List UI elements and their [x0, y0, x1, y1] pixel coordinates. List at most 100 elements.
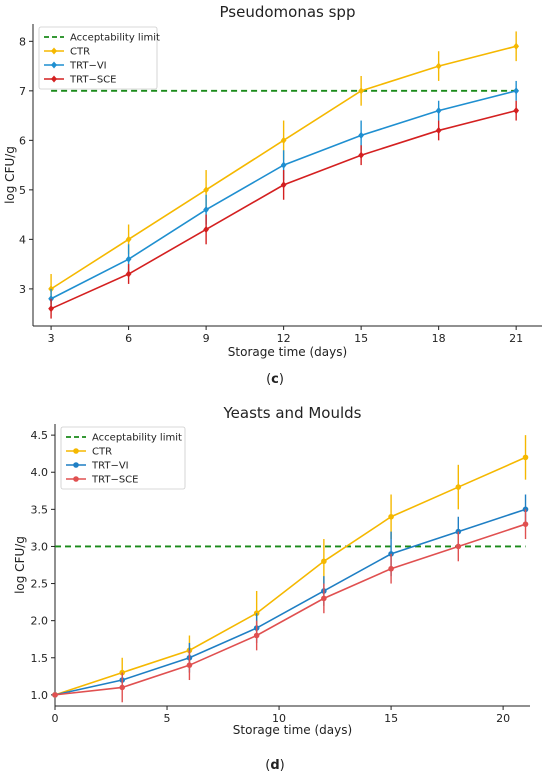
data-point	[321, 558, 327, 565]
y-axis-label: log CFU/g	[3, 146, 17, 204]
y-tick-label: 3	[19, 283, 26, 296]
legend-marker	[51, 75, 57, 83]
data-point	[358, 131, 365, 139]
data-point	[513, 42, 520, 50]
x-tick-label: 15	[354, 332, 368, 345]
x-tick-label: 12	[277, 332, 291, 345]
data-point	[513, 87, 520, 95]
y-tick-label: 1.5	[31, 652, 49, 665]
series-2	[52, 509, 529, 703]
x-tick-label: 20	[496, 712, 510, 725]
data-point	[119, 684, 126, 691]
y-tick-label: 6	[19, 134, 26, 147]
legend-label: CTR	[70, 47, 90, 58]
x-tick-label: 15	[384, 712, 398, 725]
series-0	[48, 31, 520, 304]
data-point	[280, 136, 287, 144]
x-tick-label: 21	[509, 332, 523, 345]
x-tick-label: 0	[52, 712, 59, 725]
x-tick-label: 18	[432, 332, 446, 345]
legend-label: Acceptability limit	[70, 33, 160, 44]
legend-box	[60, 426, 186, 490]
y-tick-label: 7	[19, 85, 26, 98]
x-tick-label: 5	[164, 712, 171, 725]
data-point	[48, 285, 54, 293]
y-tick-label: 4	[19, 233, 26, 246]
x-tick-label: 9	[203, 332, 210, 345]
chart-panel-c: Pseudomonas spp 3 6 9 12 15 18 21 3 4 5 6 7 8 Storage …	[3, 3, 542, 359]
series-line	[54, 508, 526, 696]
panel-label: (c)	[266, 372, 284, 387]
y-tick-label: 3.5	[31, 503, 49, 516]
legend-label: Acceptability limit	[92, 433, 182, 444]
data-point	[522, 521, 529, 527]
data-point	[203, 225, 209, 234]
panel-label-close: )	[280, 758, 285, 773]
data-point	[125, 270, 132, 278]
legend-label: TRT−VI	[91, 461, 129, 472]
data-point	[455, 543, 462, 550]
panel-label-letter: d	[270, 758, 279, 773]
data-point	[48, 305, 54, 313]
data-point	[435, 62, 442, 70]
y-tick-label: 2.0	[31, 615, 49, 628]
data-point	[253, 632, 260, 639]
y-tick-label: 4.0	[31, 466, 49, 479]
legend-label: CTR	[92, 447, 112, 458]
legend-label: TRT−SCE	[91, 475, 138, 486]
chart-title: Yeasts and Moulds	[223, 404, 362, 422]
panel-label: (d)	[265, 758, 284, 773]
data-point	[52, 692, 58, 698]
panel-label-open: (	[265, 758, 270, 773]
y-tick-label: 4.5	[31, 429, 49, 442]
y-tick-label: 3.0	[31, 540, 49, 553]
legend-marker	[51, 47, 57, 55]
panel-label-letter: c	[271, 372, 279, 387]
y-axis-label: log CFU/g	[13, 536, 27, 594]
legend-label: TRT−SCE	[69, 75, 116, 86]
data-point	[203, 186, 209, 194]
series-0	[52, 435, 529, 698]
chart-panel-d: Yeasts and Moulds 0 5 10 15 20 1.0 1.5 2.0 2.5 3.0…	[13, 404, 530, 737]
series-line	[54, 456, 526, 696]
x-tick-label: 10	[272, 712, 286, 725]
x-axis-label: Storage time (days)	[228, 345, 347, 359]
data-point	[280, 161, 287, 169]
y-tick-label: 2.5	[31, 578, 49, 591]
legend-marker	[73, 448, 79, 454]
series-line	[54, 523, 526, 696]
data-point	[125, 235, 132, 243]
y-tick-label: 8	[19, 35, 26, 48]
data-point	[513, 107, 520, 115]
y-tick-label: 5	[19, 184, 26, 197]
legend-label: TRT−VI	[69, 61, 107, 72]
data-point	[388, 513, 394, 520]
data-point	[125, 255, 132, 263]
series-1	[52, 494, 529, 698]
legend-marker	[51, 61, 57, 69]
data-point	[435, 107, 442, 115]
data-point	[455, 484, 462, 490]
legend-marker	[73, 462, 79, 468]
data-point	[321, 595, 327, 602]
x-tick-label: 6	[125, 332, 132, 345]
data-point	[358, 87, 365, 95]
data-point	[186, 662, 193, 668]
panel-label-open: (	[266, 372, 271, 387]
data-point	[522, 454, 529, 461]
series-2	[48, 100, 520, 319]
data-point	[435, 126, 442, 135]
x-tick-label: 3	[48, 332, 55, 345]
data-point	[388, 565, 394, 572]
legend: Acceptability limit CTR TRT−VI TRT−SCE	[60, 426, 186, 490]
legend-box	[38, 26, 158, 90]
y-tick-label: 1.0	[31, 689, 49, 702]
data-point	[203, 206, 209, 214]
legend: Acceptability limit CTR TRT−VI TRT−SCE	[38, 26, 160, 90]
data-point	[280, 181, 287, 189]
x-axis-label: Storage time (days)	[233, 723, 352, 737]
data-point	[358, 151, 365, 159]
panel-label-close: )	[279, 372, 284, 387]
